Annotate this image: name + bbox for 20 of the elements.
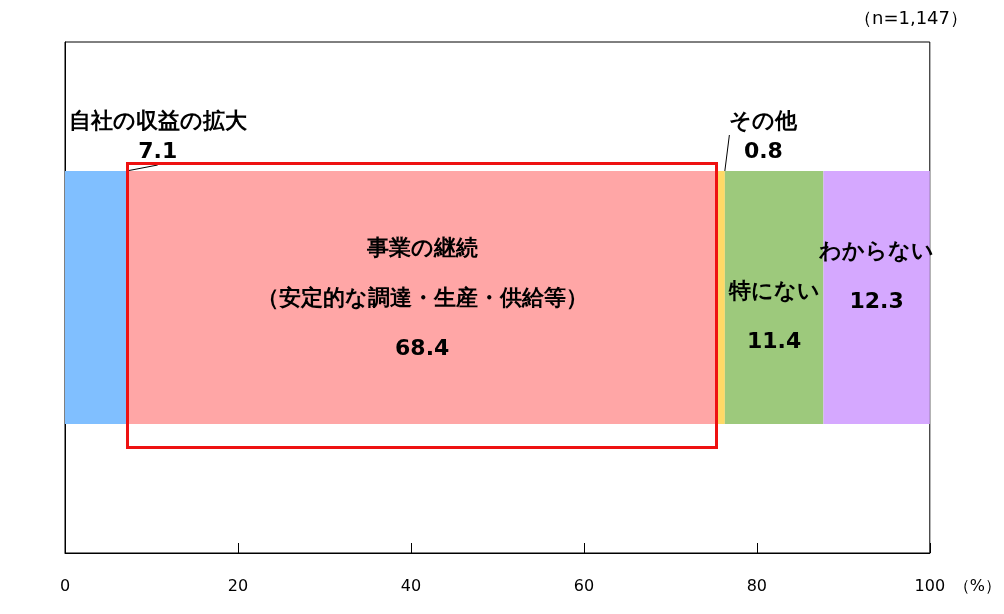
series-label: 事業の継続（安定的な調達・生産・供給等） bbox=[256, 235, 588, 310]
data-label: 7.1 bbox=[138, 137, 178, 163]
series-label: その他 bbox=[729, 107, 799, 133]
x-tick-label: 40 bbox=[400, 575, 422, 595]
bar bbox=[65, 171, 127, 424]
data-label: 0.8 bbox=[743, 137, 783, 163]
x-tick-label: 20 bbox=[227, 575, 249, 595]
x-axis-title: （%） bbox=[953, 575, 1001, 595]
series-label: 特にない bbox=[727, 278, 820, 303]
x-tick-label: 0 bbox=[59, 575, 71, 595]
x-tick-label: 60 bbox=[573, 575, 595, 595]
x-tick-label: 80 bbox=[746, 575, 768, 595]
bar bbox=[717, 171, 725, 424]
text: （n=1,147） bbox=[853, 6, 969, 28]
data-label: 12.3 bbox=[849, 288, 904, 313]
series-label: わからない bbox=[818, 238, 935, 263]
data-label: 11.4 bbox=[746, 328, 802, 353]
data-label: 68.4 bbox=[395, 335, 450, 360]
series-label: 自社の収益の拡大 bbox=[68, 107, 248, 133]
x-tick-label: 100 bbox=[914, 575, 946, 595]
